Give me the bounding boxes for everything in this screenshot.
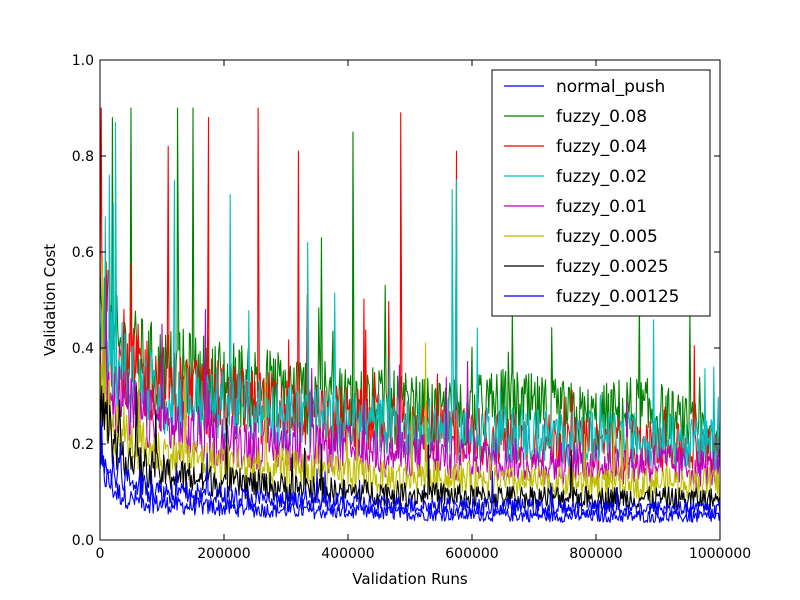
series-line-normal-push — [99, 402, 721, 524]
legend-label: fuzzy_0.02 — [556, 167, 647, 187]
x-tick-label: 1000000 — [689, 546, 751, 562]
ticks-layer: 0 200000 400000 600000 800000 1000000 0.0 0.2 0.… — [72, 53, 751, 562]
x-tick-label: 200000 — [197, 546, 250, 562]
legend: normal_push fuzzy_0.08 fuzzy_0.04 fuzzy_0.0… — [491, 69, 711, 317]
y-tick-label: 0.8 — [72, 149, 94, 165]
series-line-fuzzy-0-00125 — [99, 426, 721, 518]
legend-label: fuzzy_0.00125 — [556, 287, 679, 307]
y-tick-label: 0.2 — [72, 437, 94, 453]
x-tick-label: 600000 — [445, 546, 498, 562]
x-axis-label: Validation Runs — [352, 570, 468, 588]
legend-label: fuzzy_0.04 — [556, 137, 647, 157]
legend-label: fuzzy_0.0025 — [556, 257, 669, 277]
x-tick-label: 0 — [96, 546, 105, 562]
x-tick-label: 800000 — [569, 546, 622, 562]
series-line-fuzzy-0-04 — [99, 107, 721, 478]
axes-frame — [99, 59, 721, 541]
series-line-fuzzy-0-005 — [99, 257, 721, 499]
y-tick-label: 0.6 — [72, 245, 94, 261]
y-tick-label: 0.0 — [72, 533, 94, 549]
y-tick-label: 0.4 — [72, 341, 94, 357]
legend-label: normal_push — [556, 77, 665, 97]
x-tick-label: 400000 — [321, 546, 374, 562]
legend-box — [491, 69, 711, 317]
legend-label: fuzzy_0.005 — [556, 227, 658, 247]
legend-label: fuzzy_0.01 — [556, 197, 647, 217]
y-axis-label: Validation Cost — [41, 244, 59, 356]
y-tick-label: 1.0 — [72, 53, 94, 69]
series-layer — [99, 107, 721, 524]
legend-label: fuzzy_0.08 — [556, 107, 647, 127]
